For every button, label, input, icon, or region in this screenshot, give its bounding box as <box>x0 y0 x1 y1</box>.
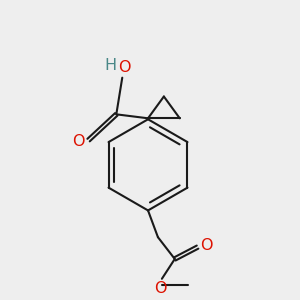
Text: O: O <box>200 238 213 253</box>
Text: O: O <box>154 281 166 296</box>
Text: O: O <box>118 60 130 75</box>
Text: H: H <box>104 58 116 73</box>
Text: O: O <box>72 134 85 148</box>
